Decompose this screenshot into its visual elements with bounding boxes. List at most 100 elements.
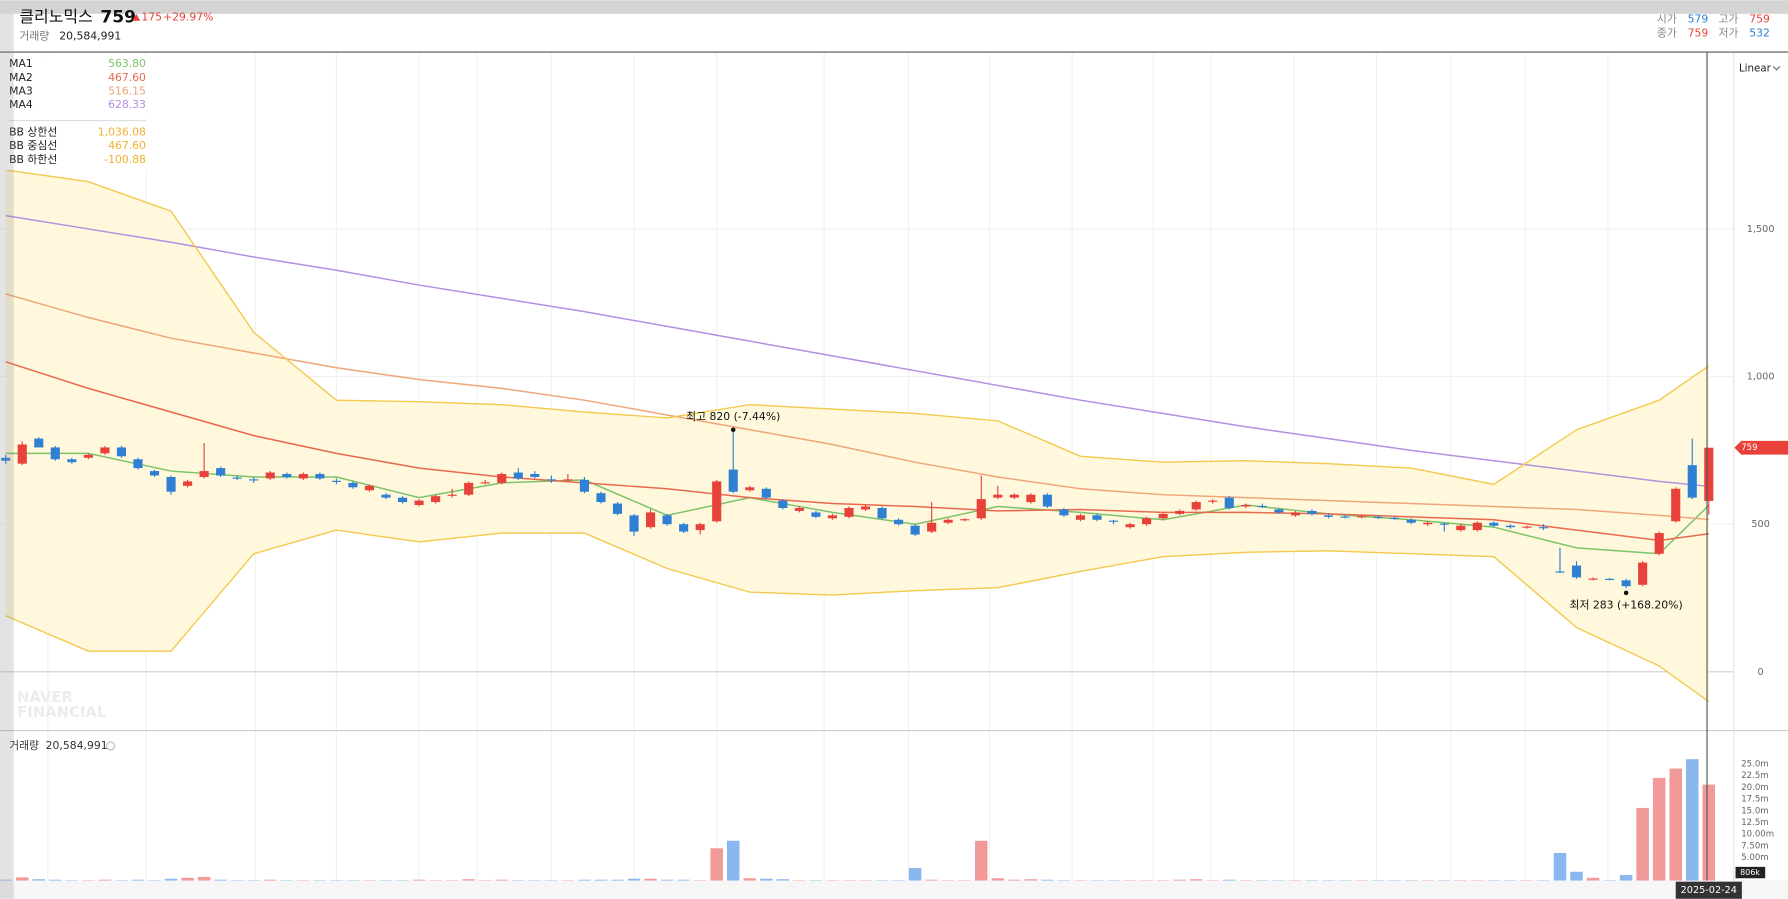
candle-body (877, 507, 887, 519)
candle-body (927, 522, 937, 532)
stock-name: 클리노믹스 (19, 7, 92, 26)
watermark: NAVER (17, 689, 73, 706)
stock-price: 759 (100, 7, 136, 27)
candle-body (513, 472, 523, 479)
candle-body (993, 494, 1003, 498)
candle-body (844, 507, 854, 517)
candle-body (149, 471, 160, 476)
y-tick-label: 0 (1758, 667, 1764, 678)
candle-body (563, 479, 573, 481)
candle-body (1, 457, 11, 461)
volume-bar (1619, 875, 1633, 882)
y-tick-label: 1,500 (1747, 224, 1775, 235)
indicator-line (5, 169, 1710, 486)
indicator-line (5, 529, 1710, 703)
volume-bar (462, 879, 475, 882)
volume-bar (1652, 777, 1666, 882)
band-layer (5, 169, 1709, 702)
candle-body (183, 481, 193, 486)
volume-bar (726, 840, 740, 882)
legend-value: 1,036.08 (98, 125, 146, 138)
volume-bar (32, 879, 46, 882)
candle-body (1522, 526, 1532, 528)
volume-bar (263, 879, 277, 882)
top-band (0, 0, 1788, 14)
candle-body (431, 496, 441, 503)
candle-body (596, 493, 606, 503)
volume-bar (495, 879, 509, 882)
volume-title: 거래량 (9, 739, 39, 752)
candle-body (100, 447, 110, 454)
volume-tick-label: 15.0m (1741, 806, 1768, 816)
candle-body (612, 503, 623, 514)
header-bg (0, 13, 1788, 52)
candle-body (1125, 524, 1135, 528)
candle-body (364, 485, 375, 491)
volume-bar (578, 879, 591, 882)
candle-body (1456, 525, 1466, 531)
candle-body (1605, 578, 1615, 580)
chevron-icon[interactable] (1772, 65, 1781, 71)
scale-button-label[interactable]: Linear (1739, 63, 1772, 75)
candle-body (1555, 571, 1565, 573)
candle-body (1588, 578, 1598, 580)
legend-name: MA3 (9, 84, 33, 97)
candle-body (1208, 500, 1218, 502)
candle-body (1390, 517, 1400, 519)
volume-bar (627, 878, 641, 882)
annotation-dot (1623, 590, 1629, 596)
candle-body (695, 524, 705, 531)
legend-name: BB 상한선 (9, 125, 57, 138)
volume-bar (611, 879, 624, 882)
volume-bar (1553, 852, 1567, 882)
legend-bg (5, 56, 149, 171)
candle-body (778, 500, 788, 508)
candle-body (50, 447, 60, 460)
volume-bar (1570, 871, 1583, 882)
indicator-line (5, 214, 1709, 488)
quote-value: 579 (1688, 13, 1709, 26)
volume-bar (1189, 879, 1203, 882)
price-change-pct: +29.97% (163, 10, 213, 23)
candle-body (397, 497, 408, 503)
candle-body (1241, 505, 1251, 507)
scale-button[interactable]: Linear (1739, 63, 1781, 75)
quote-box: 시가 579 고가 759 종가 759 저가 532 (1657, 13, 1770, 40)
volume-bar (644, 878, 657, 882)
candle-body (827, 515, 838, 519)
annotation-label: 최고 820 (-7.44%) (686, 410, 780, 423)
candle-body (1009, 494, 1019, 498)
candle-body (348, 482, 358, 488)
candle-body (1423, 522, 1433, 525)
volume-bar (760, 878, 773, 882)
candle-body (1406, 519, 1416, 523)
close-icon[interactable] (106, 741, 116, 751)
candle-body (1638, 562, 1648, 585)
candle-body (1290, 512, 1300, 516)
volume-bar (594, 879, 608, 882)
volume-title-value: 20,584,991 (46, 739, 108, 752)
candle-body (811, 512, 821, 517)
volume-tick-label: 17.5m (1741, 795, 1768, 805)
candle-body (1191, 502, 1201, 510)
candle-body (249, 479, 259, 481)
volume-bar (974, 840, 988, 882)
y-tick-label: 1,000 (1747, 372, 1775, 383)
candle-body (282, 474, 292, 477)
volume-bar (164, 878, 178, 882)
volume-tick-label: 22.5m (1741, 771, 1768, 781)
legend-value: -100.88 (104, 153, 146, 166)
close-button[interactable] (106, 741, 116, 751)
volume-bar (925, 879, 938, 882)
candle-body (761, 488, 771, 498)
volume-tick-label: 7.50m (1741, 841, 1768, 851)
candle-body (298, 474, 308, 479)
candle-body (860, 506, 871, 510)
watermark: FINANCIAL (17, 704, 107, 721)
volume-bar (197, 876, 211, 882)
candle-body (1340, 516, 1350, 518)
candle-body (1307, 510, 1317, 514)
candle-body (1158, 513, 1168, 519)
candle-body (910, 525, 920, 535)
